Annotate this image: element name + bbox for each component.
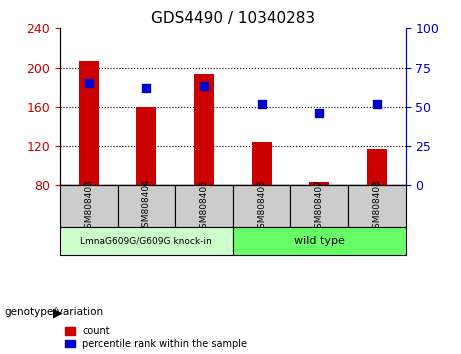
Bar <box>194 74 214 185</box>
Legend: count, percentile rank within the sample: count, percentile rank within the sample <box>65 326 247 349</box>
FancyBboxPatch shape <box>290 185 348 227</box>
Point <box>315 110 323 116</box>
Point <box>142 85 150 91</box>
Text: GSM808404: GSM808404 <box>142 179 151 233</box>
Title: GDS4490 / 10340283: GDS4490 / 10340283 <box>151 11 315 26</box>
FancyBboxPatch shape <box>175 185 233 227</box>
Text: wild type: wild type <box>294 236 345 246</box>
FancyBboxPatch shape <box>348 185 406 227</box>
Point <box>85 80 92 86</box>
Text: genotype/variation: genotype/variation <box>5 307 104 316</box>
Bar <box>252 142 272 185</box>
Point <box>373 101 381 107</box>
FancyBboxPatch shape <box>60 227 233 255</box>
Text: GSM808403: GSM808403 <box>84 179 93 234</box>
Text: GSM808407: GSM808407 <box>315 179 324 234</box>
Bar <box>79 61 99 185</box>
FancyBboxPatch shape <box>233 227 406 255</box>
Bar <box>367 149 387 185</box>
Bar <box>309 182 329 185</box>
FancyBboxPatch shape <box>60 185 118 227</box>
Bar <box>136 107 156 185</box>
FancyBboxPatch shape <box>118 185 175 227</box>
Point <box>200 84 207 89</box>
FancyBboxPatch shape <box>233 185 290 227</box>
Text: GSM808406: GSM808406 <box>257 179 266 234</box>
Text: ▶: ▶ <box>53 307 63 320</box>
Text: GSM808408: GSM808408 <box>372 179 381 234</box>
Text: GSM808405: GSM808405 <box>200 179 208 234</box>
Point <box>258 101 266 107</box>
Text: LmnaG609G/G609G knock-in: LmnaG609G/G609G knock-in <box>81 236 212 245</box>
